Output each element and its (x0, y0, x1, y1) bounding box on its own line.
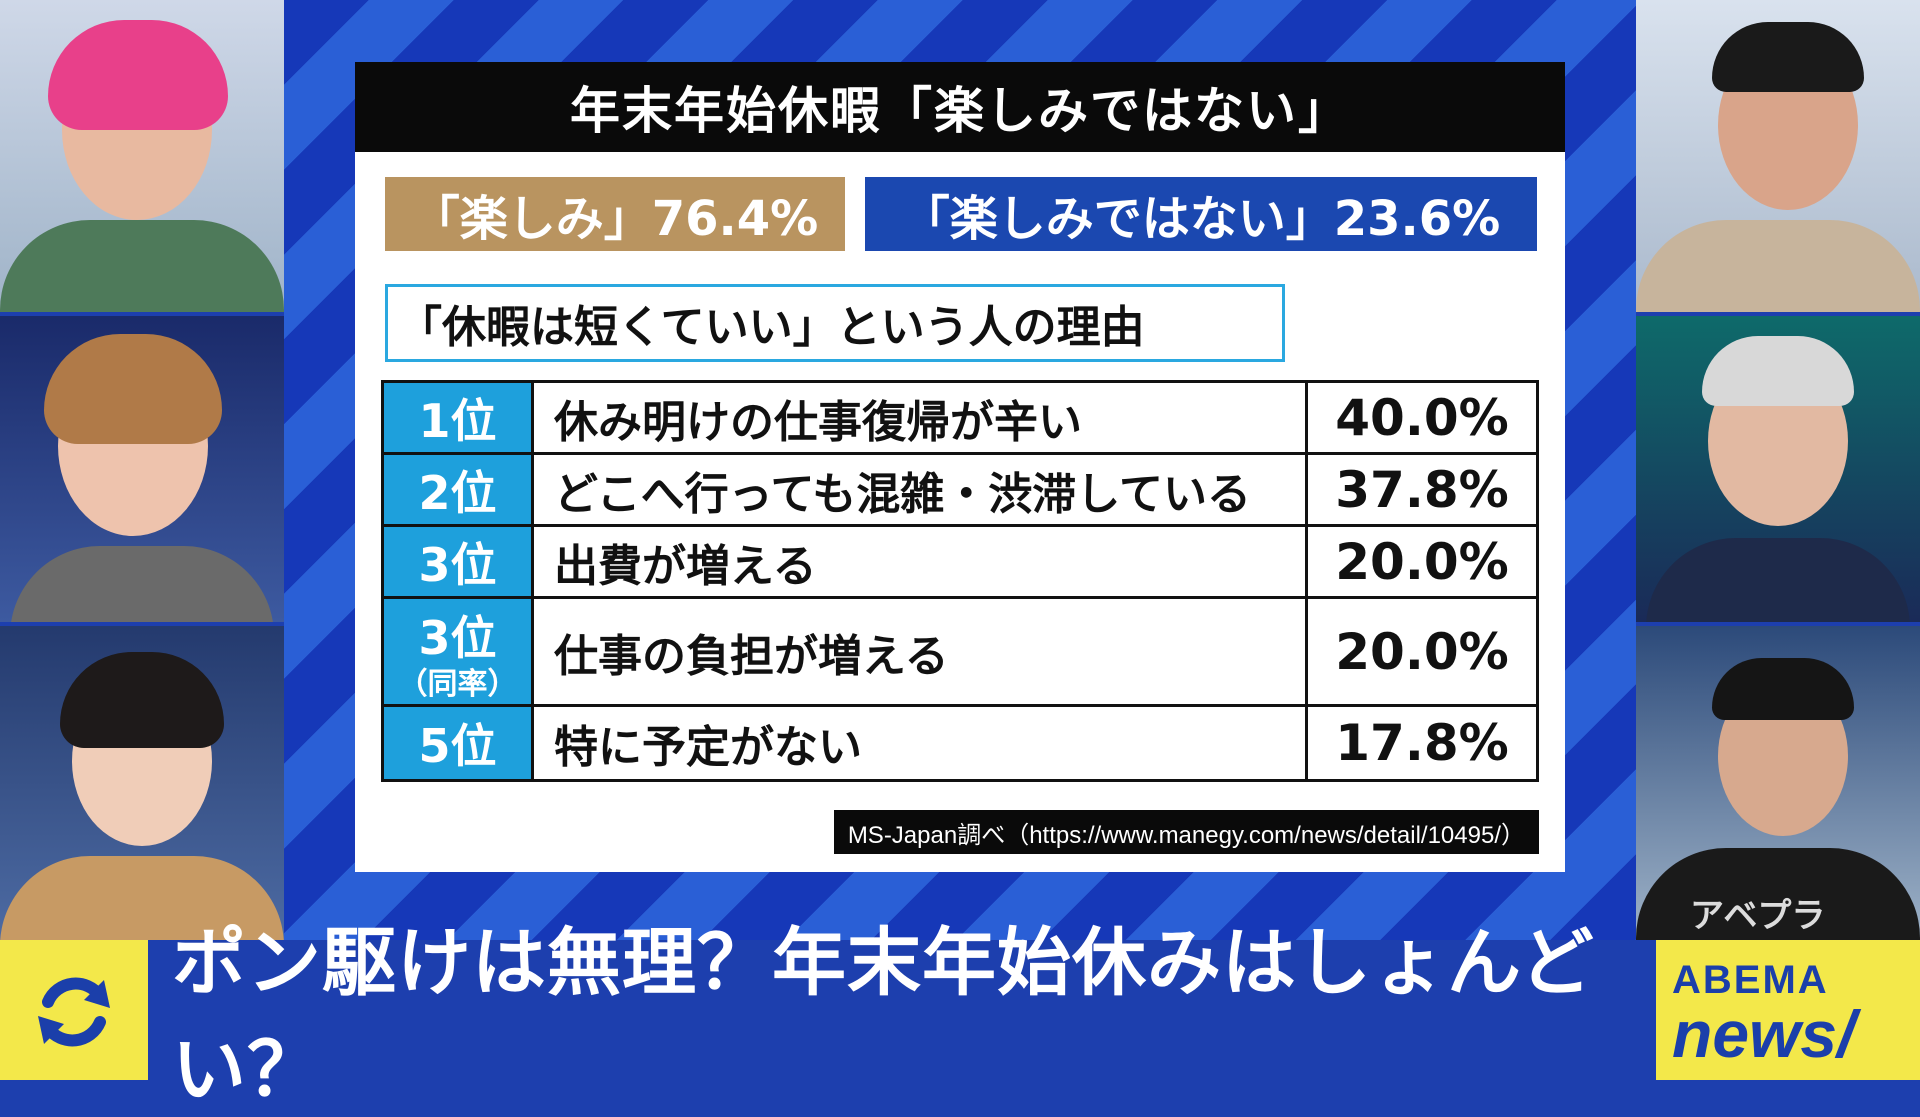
table-row: 1位 休み明けの仕事復帰が辛い 40.0% (384, 383, 1536, 455)
panelist-video-5 (1636, 316, 1920, 622)
reason-cell: 出費が増える (534, 527, 1308, 596)
reason-cell: 休み明けの仕事復帰が辛い (534, 383, 1308, 452)
table-row: 2位 どこへ行っても混雑・渋滞している 37.8% (384, 455, 1536, 527)
rank-cell: 3位 (384, 527, 534, 596)
table-row: 3位 出費が増える 20.0% (384, 527, 1536, 599)
rank-cell: 5位 (384, 707, 534, 779)
panelist-video-1 (0, 0, 284, 312)
rank-cell: 3位 （同率） (384, 599, 534, 704)
left-panelists (0, 0, 284, 940)
rank-cell: 2位 (384, 455, 534, 524)
percentage-cell: 37.8% (1335, 460, 1509, 519)
reasons-subtitle: 「休暇は短くていい」という人の理由 (385, 284, 1285, 362)
table-row: 3位 （同率） 仕事の負担が増える 20.0% (384, 599, 1536, 707)
reason-cell: 特に予定がない (534, 707, 1308, 779)
rank-label: 3位 (418, 537, 497, 592)
reason-cell: 仕事の負担が増える (534, 599, 1308, 704)
right-panelists (1636, 0, 1920, 940)
panelist-video-6 (1636, 626, 1920, 940)
rank-label: 1位 (418, 393, 497, 448)
ticker-headline: ポン駆けは無理？年末年始休みはしょんどい？ (148, 920, 1656, 1113)
panelist-video-3 (0, 626, 284, 940)
card-title: 年末年始休暇「楽しみではない」 (355, 62, 1565, 152)
abema-news-logo: ABEMA news/ (1672, 958, 1908, 1068)
rank-label: 2位 (418, 465, 497, 520)
source-caption: MS-Japan調べ（https://www.manegy.com/news/d… (833, 810, 1539, 854)
reasons-table: 1位 休み明けの仕事復帰が辛い 40.0% 2位 どこへ行っても混雑・渋滞してい… (381, 380, 1539, 782)
abema-watermark: アベプラ (1690, 896, 1826, 936)
enjoy-percentage-pill: 「楽しみ」76.4% (385, 177, 845, 251)
panelist-video-2 (0, 316, 284, 622)
rank-label: 5位 (418, 719, 497, 773)
panelist-video-4 (1636, 0, 1920, 312)
table-row: 5位 特に予定がない 17.8% (384, 707, 1536, 779)
logo-line-news: news/ (1672, 997, 1856, 1071)
refresh-arrows-icon (18, 956, 130, 1068)
rank-tie-note: （同率） (397, 666, 518, 702)
logo-line-abema: ABEMA (1672, 958, 1829, 1002)
reason-cell: どこへ行っても混雑・渋滞している (534, 455, 1308, 524)
percentage-cell: 17.8% (1335, 714, 1509, 772)
not-enjoy-percentage-pill: 「楽しみではない」23.6% (865, 177, 1537, 251)
rank-label: 3位 (418, 610, 497, 665)
percentage-cell: 40.0% (1335, 388, 1509, 447)
percentage-cell: 20.0% (1335, 532, 1509, 591)
percentage-cell: 20.0% (1335, 622, 1509, 681)
survey-card: 年末年始休暇「楽しみではない」 「楽しみ」76.4% 「楽しみではない」23.6… (355, 62, 1565, 872)
rank-cell: 1位 (384, 383, 534, 452)
